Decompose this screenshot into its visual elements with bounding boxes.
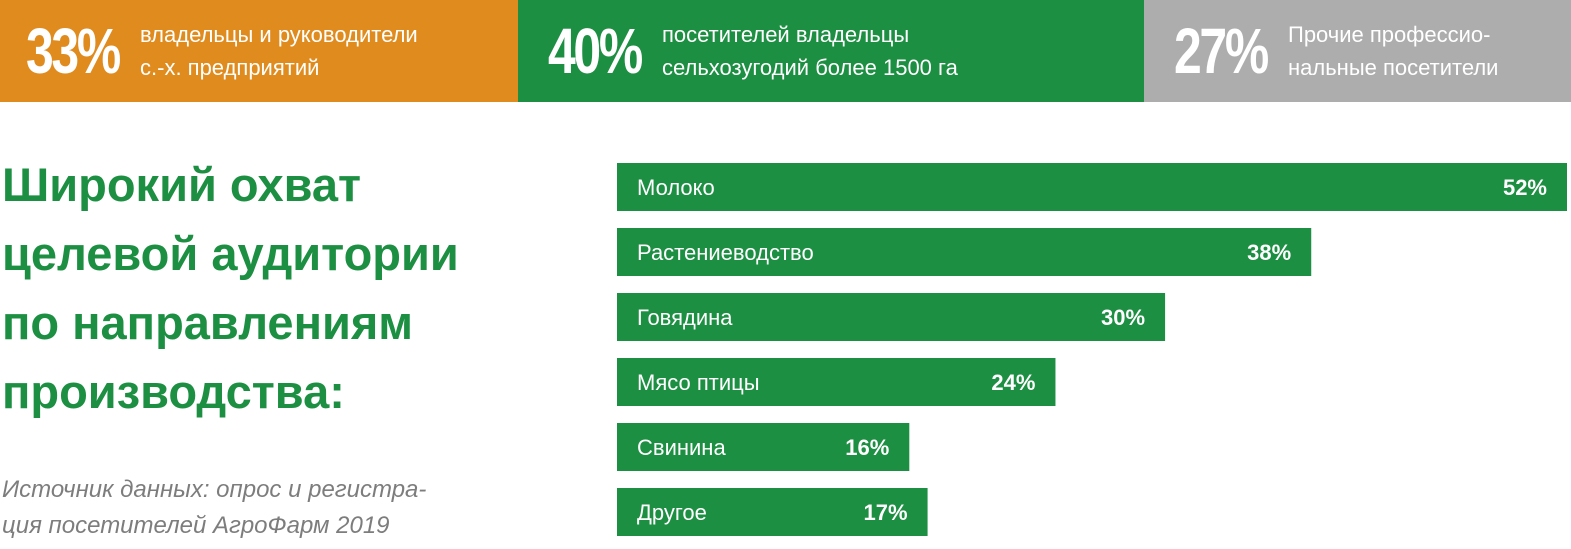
page-title: Широкий охват целевой аудитории по напра… xyxy=(2,158,459,418)
bar-rect xyxy=(617,293,1166,341)
bar-value-label: 16% xyxy=(845,435,889,460)
stats-bar: 33% владельцы и руководители с.-х. предп… xyxy=(0,0,1571,102)
data-source-note: Источник данных: опрос и регистра- ция п… xyxy=(2,476,427,539)
bar-category-label: Мясо птицы xyxy=(637,370,760,395)
bar-3: Мясо птицы 24% xyxy=(617,358,1056,406)
bar-category-label: Растениеводство xyxy=(637,240,814,265)
bar-rect xyxy=(617,423,910,471)
bar-value-label: 38% xyxy=(1247,240,1291,265)
stat-owners-text: владельцы и руководители с.-х. предприят… xyxy=(140,22,418,80)
bar-value-label: 30% xyxy=(1101,305,1145,330)
bar-category-label: Молоко xyxy=(637,175,715,200)
stat-owners: 33% владельцы и руководители с.-х. предп… xyxy=(0,0,518,102)
bar-rect xyxy=(617,228,1312,276)
stat-landowners: 40% посетителей владельцы сельхозугодий … xyxy=(518,0,1144,102)
bar-value-label: 52% xyxy=(1503,175,1547,200)
bar-category-label: Другое xyxy=(637,500,707,525)
bar-rect xyxy=(617,358,1056,406)
bar-value-label: 24% xyxy=(991,370,1035,395)
stat-landowners-text: посетителей владельцы сельхозугодий боле… xyxy=(662,22,958,80)
stat-other-professionals: 27% Прочие профессио- нальные посетители xyxy=(1144,0,1571,102)
bar-2: Говядина 30% xyxy=(617,293,1166,341)
stat-other-text: Прочие профессио- нальные посетители xyxy=(1288,22,1499,80)
bar-rect xyxy=(617,163,1567,211)
bar-0: Молоко 52% xyxy=(617,163,1567,211)
bar-5: Другое 17% xyxy=(617,488,928,536)
bar-category-label: Свинина xyxy=(637,435,726,460)
bar-4: Свинина 16% xyxy=(617,423,910,471)
bar-rect xyxy=(617,488,928,536)
bar-value-label: 17% xyxy=(864,500,908,525)
bar-1: Растениеводство 38% xyxy=(617,228,1312,276)
bar-category-label: Говядина xyxy=(637,305,733,330)
